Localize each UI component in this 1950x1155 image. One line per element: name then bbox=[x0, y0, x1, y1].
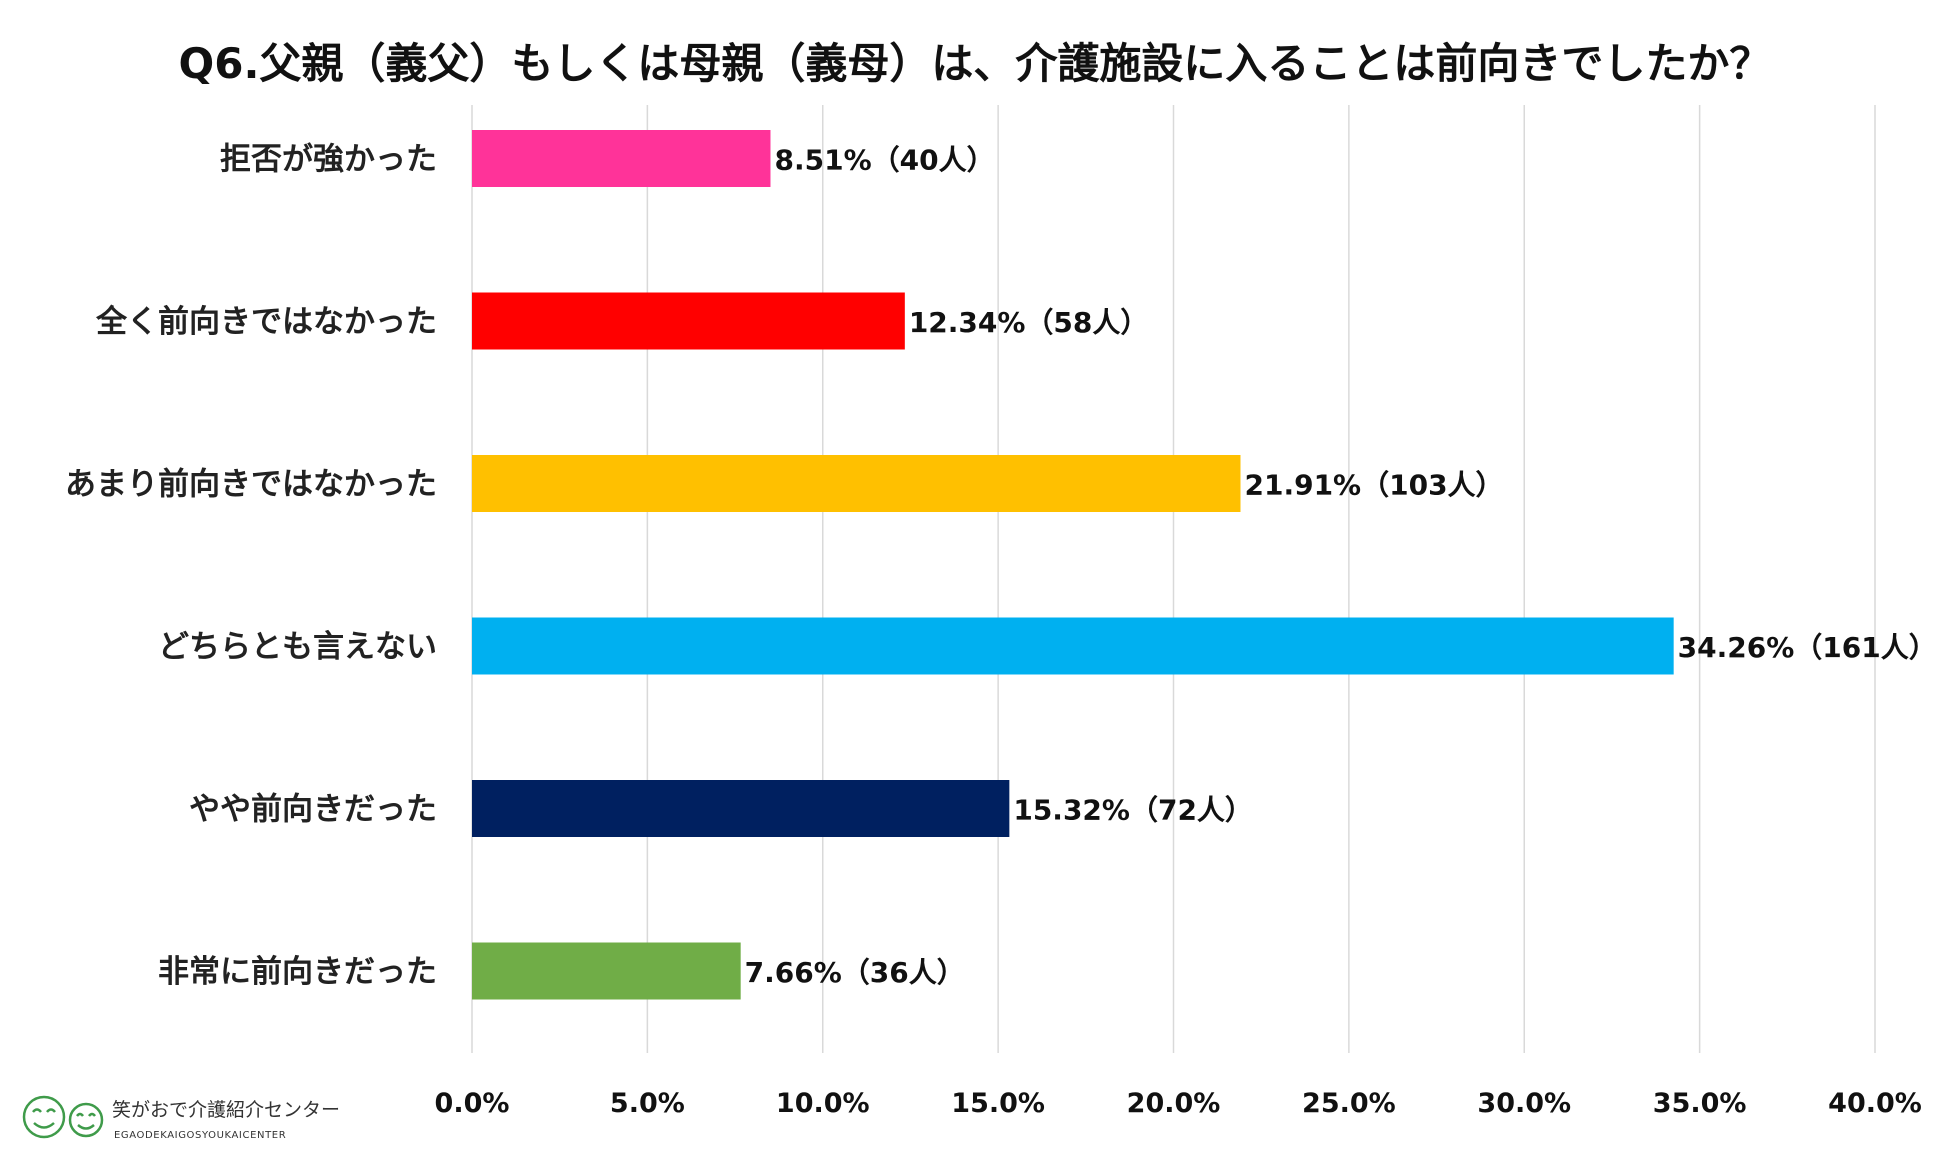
bar bbox=[472, 780, 1010, 837]
data-label: 15.32%（72人） bbox=[1013, 794, 1253, 827]
x-tick-label: 10.0% bbox=[776, 1088, 870, 1119]
x-tick-label: 25.0% bbox=[1302, 1088, 1396, 1119]
x-tick-label: 20.0% bbox=[1127, 1088, 1221, 1119]
bar bbox=[472, 292, 905, 350]
logo-romaji: EGAODEKAIGOSYOUKAICENTER bbox=[114, 1130, 286, 1141]
bar bbox=[472, 455, 1241, 512]
bar bbox=[472, 617, 1674, 675]
data-label: 7.66%（36人） bbox=[745, 956, 965, 989]
x-tick-label: 40.0% bbox=[1828, 1088, 1922, 1119]
logo-name: 笑がおで介護紹介センター bbox=[112, 1099, 340, 1121]
data-labels: 8.51%（40人） 12.34%（58人） 21.91%（103人） 34.26%（… bbox=[745, 144, 1937, 990]
bar bbox=[472, 942, 741, 1000]
data-label: 34.26%（161人） bbox=[1678, 631, 1937, 664]
bars bbox=[472, 130, 1674, 1000]
category-label: 全く前向きではなかった bbox=[95, 304, 437, 340]
x-tick-label: 5.0% bbox=[610, 1088, 685, 1119]
x-tick-label: 35.0% bbox=[1653, 1088, 1747, 1119]
data-label: 12.34%（58人） bbox=[909, 306, 1149, 339]
data-label: 21.91%（103人） bbox=[1244, 469, 1503, 502]
bar bbox=[472, 130, 771, 187]
chart-title: Q6.父親（義父）もしくは母親（義母）は、介護施設に入ることは前向きでしたか？ bbox=[179, 39, 1772, 88]
company-logo: 笑がおで介護紹介センター EGAODEKAIGOSYOUKAICENTER bbox=[22, 1095, 340, 1141]
smiley-face-icon bbox=[68, 1102, 104, 1138]
category-label: やや前向きだった bbox=[189, 792, 437, 828]
data-label: 8.51%（40人） bbox=[774, 144, 994, 177]
x-tick-label: 30.0% bbox=[1477, 1088, 1571, 1119]
category-label: 非常に前向きだった bbox=[158, 954, 437, 990]
gridlines bbox=[471, 105, 1876, 1053]
x-axis-ticks: 0.0% 5.0% 10.0% 15.0% 20.0% 25.0% 30.0% 35.0% 40… bbox=[435, 1088, 1922, 1119]
category-label: どちらとも言えない bbox=[158, 629, 437, 665]
category-label: 拒否が強かった bbox=[220, 142, 437, 178]
x-tick-label: 0.0% bbox=[435, 1088, 510, 1119]
category-labels: 拒否が強かった全く前向きではなかったあまり前向きではなかったどちらとも言えないや… bbox=[65, 142, 437, 991]
category-label: あまり前向きではなかった bbox=[65, 467, 437, 503]
x-tick-label: 15.0% bbox=[951, 1088, 1045, 1119]
smiley-face-icon bbox=[22, 1095, 66, 1139]
